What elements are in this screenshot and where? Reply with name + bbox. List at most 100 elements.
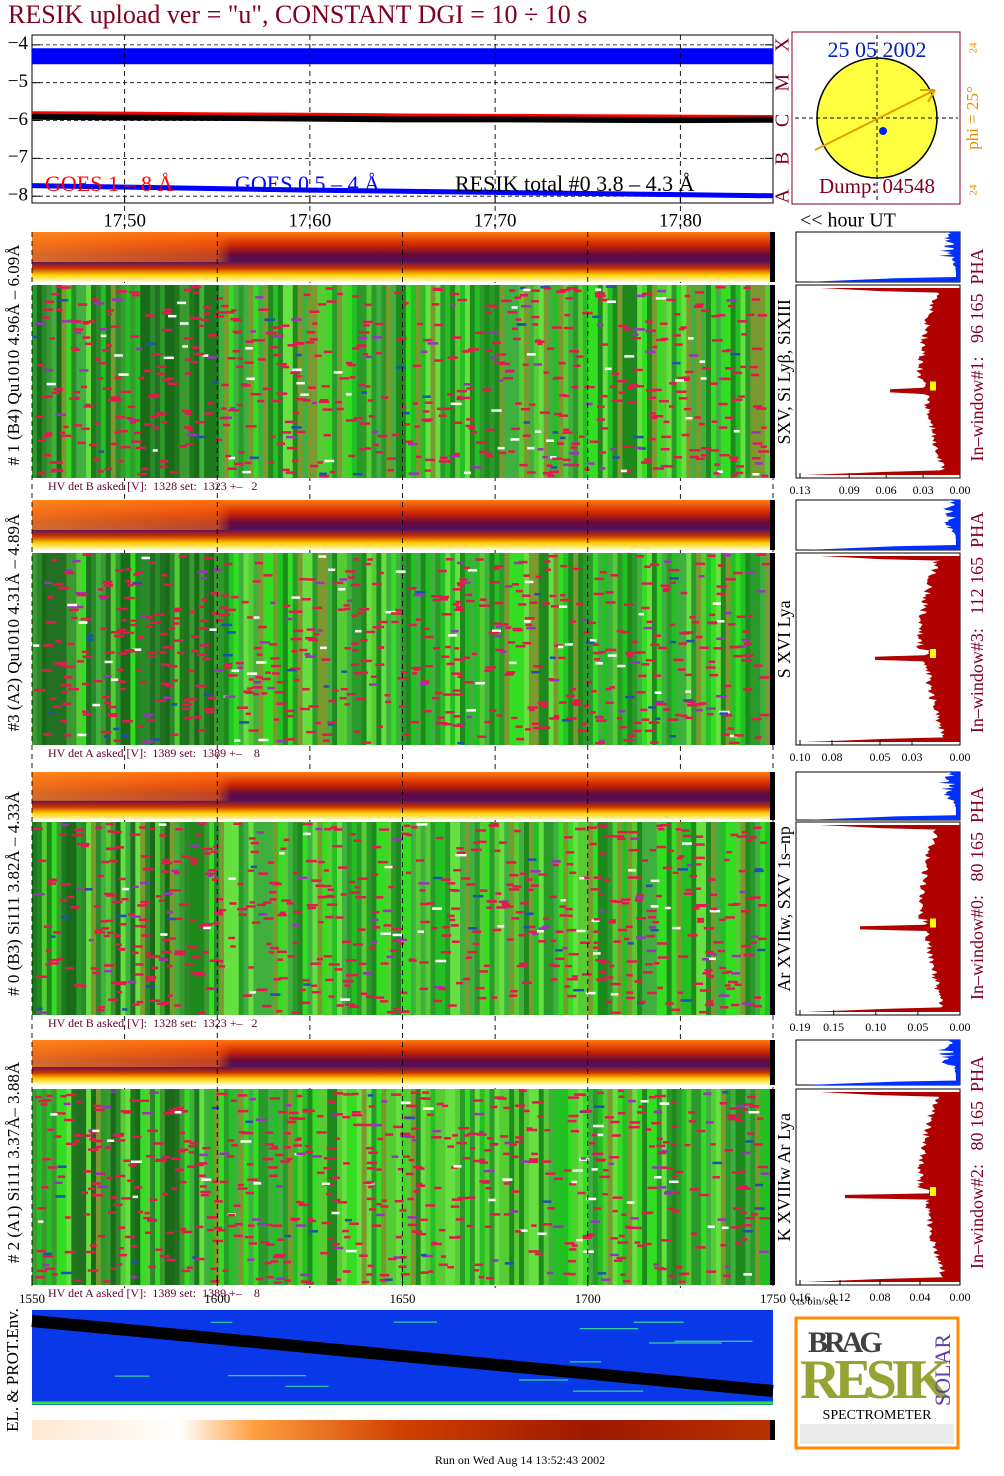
- spectrogram-dash: [598, 970, 607, 974]
- spectrogram-dash: [612, 456, 620, 459]
- spectrogram-dash: [335, 916, 344, 919]
- spectrogram-dash: [613, 900, 623, 904]
- spectrogram-dash: [192, 1256, 198, 1259]
- spectrogram-column: [405, 822, 412, 1015]
- spectrogram-dash: [187, 1165, 196, 1168]
- spectrogram-dash: [653, 634, 661, 637]
- spectrogram-column: [263, 553, 269, 745]
- spectrogram-dash: [724, 611, 732, 615]
- spectrogram-column: [597, 285, 604, 478]
- spectrogram-dash: [179, 322, 189, 325]
- spectrogram-dash: [472, 1099, 484, 1102]
- spectrogram-dash: [512, 885, 522, 888]
- spectrogram-column: [189, 285, 195, 478]
- spectrogram-dash: [361, 391, 367, 394]
- spectrogram-dash: [202, 354, 209, 357]
- spectrogram-dash: [255, 339, 265, 342]
- spectrogram-dash: [593, 1124, 604, 1128]
- spectrogram-dash: [285, 1103, 292, 1107]
- spectrogram-dash: [463, 1134, 470, 1137]
- spectrogram-column: [602, 285, 609, 478]
- spectrogram-dash: [182, 703, 193, 706]
- spectrogram-dash: [545, 1172, 556, 1175]
- spectrogram-dash: [703, 1092, 712, 1096]
- spectrogram-dash: [743, 688, 753, 691]
- spectrogram-dash: [273, 978, 281, 981]
- spectrogram-dash: [60, 823, 69, 827]
- spectrogram-dash: [208, 356, 218, 359]
- spectrogram-dash: [511, 917, 520, 920]
- spectrogram-dash: [538, 873, 548, 876]
- spectrogram-dash: [511, 1190, 520, 1193]
- spectrogram-dash: [654, 1266, 664, 1270]
- spectrogram-dash: [697, 917, 705, 921]
- spectrogram-dash: [695, 457, 705, 461]
- spectrogram-dash: [127, 1179, 134, 1183]
- spectrogram-dash: [180, 1131, 186, 1135]
- spectrogram-dash: [419, 987, 429, 991]
- spectrogram-dash: [651, 1121, 661, 1125]
- spectrogram-dash: [646, 909, 657, 913]
- spectrogram-dash: [166, 917, 176, 921]
- spectrogram-column: [386, 822, 392, 1015]
- spectrogram-dash: [325, 287, 333, 290]
- spectrogram-dash: [315, 827, 323, 831]
- spectrogram-column: [479, 1089, 486, 1285]
- spectrogram-dash: [53, 388, 64, 391]
- spectrogram-dash: [364, 562, 371, 566]
- spectrogram-column: [676, 553, 683, 745]
- spectrogram-dash: [673, 334, 681, 337]
- spectrogram-dash: [80, 617, 92, 621]
- spectrogram-dash: [392, 433, 400, 437]
- spectrogram-dash: [685, 416, 693, 420]
- hist-marker: [930, 1187, 936, 1196]
- spectrogram-dash: [203, 556, 214, 560]
- spectrogram-dash: [677, 868, 688, 871]
- spectrogram-dash: [385, 610, 396, 614]
- spectrogram-dash: [728, 304, 735, 308]
- spectrogram-dash: [726, 987, 736, 990]
- spectrogram-column: [519, 285, 525, 478]
- spectrogram-dash: [523, 925, 530, 929]
- spectrogram-dash: [517, 323, 525, 326]
- spectrogram-dash: [135, 446, 147, 450]
- spectrogram-dash: [264, 1143, 275, 1146]
- spectrogram-column: [292, 1089, 299, 1285]
- spectrogram-dash: [420, 920, 430, 924]
- spectrogram-dash: [519, 463, 528, 467]
- spectrogram-dash: [621, 898, 631, 901]
- spectrogram-dash: [250, 850, 259, 854]
- spectrogram-dash: [231, 669, 240, 673]
- spectrogram-dash: [398, 1265, 407, 1268]
- spectrogram-dash: [696, 863, 702, 866]
- spectrogram-dash: [674, 343, 683, 346]
- spectrogram-dash: [80, 1191, 89, 1195]
- spectrogram-dash: [569, 463, 580, 467]
- spectrogram-dash: [93, 679, 103, 683]
- hist-tick-label: 0.00: [950, 483, 971, 497]
- spectrogram-column: [489, 285, 496, 478]
- spectrogram-dash: [371, 430, 378, 434]
- spectrogram-dash: [327, 894, 333, 898]
- spectrogram-dash: [342, 940, 352, 944]
- spectrogram-dash: [537, 448, 544, 451]
- spectrogram-dash: [120, 390, 131, 394]
- spectrogram-dash: [302, 399, 311, 402]
- spectrogram-dash: [457, 561, 464, 565]
- spectrogram-dash: [284, 1132, 291, 1135]
- spectrogram-dash: [645, 1128, 652, 1131]
- spectrogram-dash: [609, 1156, 620, 1159]
- spectrogram-dash: [472, 942, 480, 946]
- spectrogram-dash: [596, 1133, 604, 1137]
- spectrogram-dash: [441, 613, 453, 616]
- spectrogram-column: [455, 1089, 461, 1285]
- spectrogram-dash: [683, 407, 692, 411]
- spectrogram-dash: [252, 580, 261, 583]
- spectrogram-dash: [277, 913, 287, 917]
- spectrogram-dash: [296, 1094, 303, 1098]
- window-label: In–window#1: 96 165 PHA: [967, 248, 987, 461]
- spectrogram-dash: [235, 661, 244, 665]
- spectrogram-dash: [306, 903, 318, 907]
- spectrogram-dash: [51, 558, 58, 562]
- spectrogram-dash: [245, 905, 256, 908]
